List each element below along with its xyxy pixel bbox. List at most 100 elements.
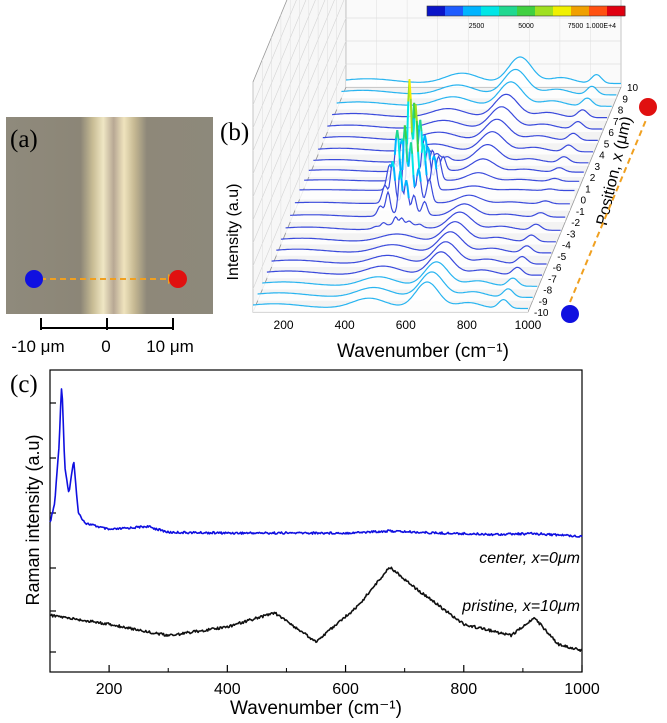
c-axes: 200 400 600 800 1000 (50, 402, 600, 698)
hot-segment (393, 137, 398, 155)
colorbar-frame (426, 5, 626, 17)
b-position-tick-9: -1 (576, 207, 585, 218)
colorbar: 2500 5000 7500 1.000E+4 (426, 5, 626, 30)
b-position-tick-1: -9 (539, 297, 548, 308)
b-scan-arrow (569, 119, 647, 303)
hot-segment (397, 139, 401, 159)
colorbar-swatch-9 (589, 6, 608, 16)
hot-segment (406, 101, 410, 145)
spectrum-fill (271, 241, 547, 267)
spectrum-fill (322, 119, 598, 144)
spectrum-fill (266, 251, 542, 279)
b-position-tick-14: 4 (599, 151, 605, 162)
hot-segment (411, 153, 415, 176)
hot-segment (391, 160, 395, 168)
spectra-curves (252, 56, 621, 312)
panel-a-label: (a) (10, 126, 38, 153)
spectrum-line-pos--9 (257, 271, 533, 298)
b-position-tick-7: -3 (567, 229, 576, 240)
hot-segment (418, 171, 422, 182)
hot-segment (412, 118, 416, 140)
colorbar-swatch-8 (571, 6, 590, 16)
spectrum-fill (313, 144, 589, 166)
spectrum-line-pos-1 (304, 102, 580, 182)
hot-segment (423, 135, 428, 142)
b-x-tick-label-3: 800 (457, 318, 477, 332)
colorbar-swatch-4 (499, 6, 518, 16)
scale-label-left: -10 μm (11, 337, 64, 356)
spectrum-fill (285, 212, 561, 234)
start-marker (25, 270, 43, 288)
colorbar-swatch-2 (463, 6, 482, 16)
b-position-tick-3: -7 (548, 274, 557, 285)
b-position-tick-20: 10 (627, 83, 639, 94)
hot-segment (426, 146, 430, 150)
panel-b: (b) 2500 5000 7500 1.000E+4 200 400 600 800 100… (220, 0, 657, 362)
b-position-tick-2: -8 (543, 286, 552, 297)
spectrum-fill (290, 171, 566, 222)
colorbar-tick-2: 7500 (568, 23, 584, 30)
colorbar-tick-1: 5000 (518, 23, 534, 30)
panel-b-label: (b) (220, 119, 249, 146)
spectrum-line-pos--3 (285, 211, 561, 231)
spectrum-fill (341, 69, 617, 99)
hot-segment (427, 149, 432, 160)
b-position-tick-17: 7 (613, 117, 619, 128)
hot-segment (396, 130, 400, 140)
spectrum-line-pos--1 (294, 125, 570, 205)
spectrum-fill (336, 81, 612, 110)
c-series-line-1 (50, 566, 582, 652)
hot-segment (406, 186, 410, 199)
hot-segment (424, 160, 428, 176)
colorbar-tick-3: 1.000E+4 (586, 23, 616, 30)
panel-c-label: (c) (10, 371, 38, 398)
spectrum-line-pos-6 (327, 106, 603, 130)
b-position-tick-15: 5 (604, 139, 610, 150)
b-position-tick-5: -5 (557, 252, 566, 263)
spectrum-line-pos--2 (290, 171, 566, 218)
spectrum-line-pos-3 (313, 144, 589, 164)
b-x-tick-label-0: 200 (274, 318, 294, 332)
spectrum-line-pos--4 (280, 221, 556, 243)
hot-segment (409, 98, 413, 133)
b-x-tick-label-2: 600 (396, 318, 416, 332)
spectrum-fill (308, 126, 584, 177)
hot-segment (409, 142, 414, 154)
hot-segment (421, 142, 426, 148)
spectrum-line-pos-2 (308, 126, 584, 173)
spectrum-fill (346, 57, 621, 87)
colorbar-swatch-1 (445, 6, 464, 16)
b-start-marker (561, 305, 579, 323)
spectrum-fill (257, 272, 533, 301)
spectrum-fill (253, 282, 528, 312)
b-position-tick-19: 9 (622, 94, 628, 105)
scale-label-center: 0 (101, 337, 110, 356)
colorbar-swatch-5 (517, 6, 536, 16)
b-x-tick-label-1: 400 (335, 318, 355, 332)
end-marker (169, 270, 187, 288)
spectrum-fill (327, 106, 603, 132)
x-tick-labels: 200 400 600 800 1000 (274, 318, 542, 332)
hot-segment (434, 159, 438, 170)
spectrum-line-pos-8 (336, 81, 612, 107)
b-position-tick-12: 2 (590, 173, 596, 184)
legend-center: center, x=0μm (479, 550, 580, 567)
colorbar-swatch-0 (427, 6, 446, 16)
c-xlabel: Wavenumber (cm⁻¹) (230, 698, 402, 719)
b-position-tick-0: -10 (534, 308, 549, 319)
spectrum-fill (262, 261, 538, 290)
c-x-tick-label-1: 400 (214, 681, 241, 698)
spectrum-line-pos-5 (322, 118, 598, 141)
hot-segment (415, 120, 420, 152)
hot-segment (423, 146, 427, 161)
spectrum-line-pos-7 (332, 93, 608, 119)
b-position-tick-16: 6 (608, 128, 614, 139)
b-end-marker (639, 98, 657, 116)
b-position-tick-8: -2 (571, 218, 580, 229)
hot-segment (405, 180, 409, 187)
b-position-tick-13: 3 (594, 162, 600, 173)
spectrum-line-pos--8 (262, 261, 538, 287)
b-position-tick-18: 8 (618, 106, 624, 117)
